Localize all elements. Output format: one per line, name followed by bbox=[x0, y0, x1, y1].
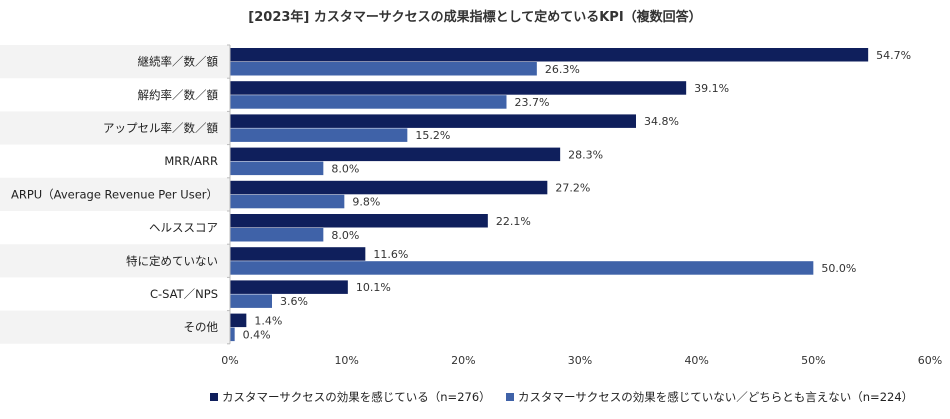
bar-series-2 bbox=[230, 228, 324, 242]
bar-series-2 bbox=[230, 161, 324, 176]
bar-series-1 bbox=[230, 313, 247, 328]
bar-series-2 bbox=[230, 261, 814, 275]
value-label-series-1: 1.4% bbox=[254, 314, 282, 327]
category-label: MRR/ARR bbox=[164, 154, 218, 168]
bar-series-1 bbox=[230, 81, 687, 95]
bar-series-2 bbox=[230, 327, 235, 342]
value-label-series-2: 50.0% bbox=[821, 262, 856, 275]
category-band bbox=[0, 111, 230, 145]
category-band bbox=[0, 45, 230, 79]
category-band bbox=[0, 244, 230, 278]
bar-series-1 bbox=[230, 180, 548, 195]
value-label-series-1: 34.8% bbox=[644, 115, 679, 128]
category-label: その他 bbox=[184, 320, 219, 334]
category-label: 解約率／数／額 bbox=[138, 88, 219, 102]
bar-series-2 bbox=[230, 194, 345, 209]
value-label-series-1: 28.3% bbox=[568, 148, 603, 161]
bar-series-1 bbox=[230, 114, 636, 128]
value-label-series-1: 39.1% bbox=[694, 82, 729, 95]
legend-item-series-1: カスタマーサクセスの効果を感じている（n=276） bbox=[210, 389, 491, 405]
bar-series-1 bbox=[230, 280, 348, 294]
category-label: C-SAT／NPS bbox=[150, 287, 218, 301]
value-label-series-2: 9.8% bbox=[352, 196, 380, 209]
bar-series-1 bbox=[230, 247, 366, 261]
value-label-series-1: 10.1% bbox=[356, 281, 391, 294]
x-tick-label: 0% bbox=[221, 354, 238, 367]
category-label: アップセル率／数／額 bbox=[103, 121, 218, 135]
category-band bbox=[0, 310, 230, 344]
x-tick-label: 10% bbox=[334, 354, 358, 367]
category-label: 特に定めていない bbox=[126, 254, 218, 268]
category-label: 継続率／数／額 bbox=[138, 55, 219, 69]
bar-series-1 bbox=[230, 48, 869, 62]
bar-series-2 bbox=[230, 95, 507, 109]
legend: カスタマーサクセスの効果を感じている（n=276） カスタマーサクセスの効果を感… bbox=[0, 389, 950, 409]
value-label-series-2: 26.3% bbox=[545, 63, 580, 76]
value-label-series-2: 3.6% bbox=[280, 295, 308, 308]
legend-label-series-1: カスタマーサクセスの効果を感じている（n=276） bbox=[222, 390, 491, 404]
value-label-series-2: 15.2% bbox=[415, 129, 450, 142]
chart-title: [2023年] カスタマーサクセスの成果指標として定めているKPI（複数回答） bbox=[248, 10, 702, 25]
x-tick-label: 60% bbox=[918, 354, 942, 367]
legend-swatch-series-2 bbox=[506, 393, 514, 401]
bar-series-1 bbox=[230, 147, 561, 162]
value-label-series-2: 8.0% bbox=[331, 229, 359, 242]
value-label-series-1: 27.2% bbox=[555, 182, 590, 195]
bar-series-2 bbox=[230, 62, 537, 76]
legend-swatch-series-1 bbox=[210, 393, 218, 401]
bar-series-2 bbox=[230, 128, 408, 142]
value-label-series-1: 22.1% bbox=[496, 215, 531, 228]
category-label: ARPU（Average Revenue Per User） bbox=[11, 187, 218, 201]
x-tick-label: 40% bbox=[684, 354, 708, 367]
value-label-series-1: 54.7% bbox=[876, 49, 911, 62]
x-tick-label: 50% bbox=[801, 354, 825, 367]
legend-item-series-2: カスタマーサクセスの効果を感じていない／どちらとも言えない（n=224） bbox=[506, 389, 913, 405]
value-label-series-2: 23.7% bbox=[515, 96, 550, 109]
value-label-series-2: 8.0% bbox=[331, 162, 359, 175]
category-band bbox=[0, 177, 230, 211]
x-tick-label: 20% bbox=[451, 354, 475, 367]
value-label-series-2: 0.4% bbox=[243, 328, 271, 341]
legend-label-series-2: カスタマーサクセスの効果を感じていない／どちらとも言えない（n=224） bbox=[518, 390, 914, 404]
value-label-series-1: 11.6% bbox=[373, 248, 408, 261]
x-tick-label: 30% bbox=[568, 354, 592, 367]
bar-series-1 bbox=[230, 214, 488, 228]
category-label: ヘルススコア bbox=[149, 221, 218, 235]
bar-series-2 bbox=[230, 294, 272, 308]
